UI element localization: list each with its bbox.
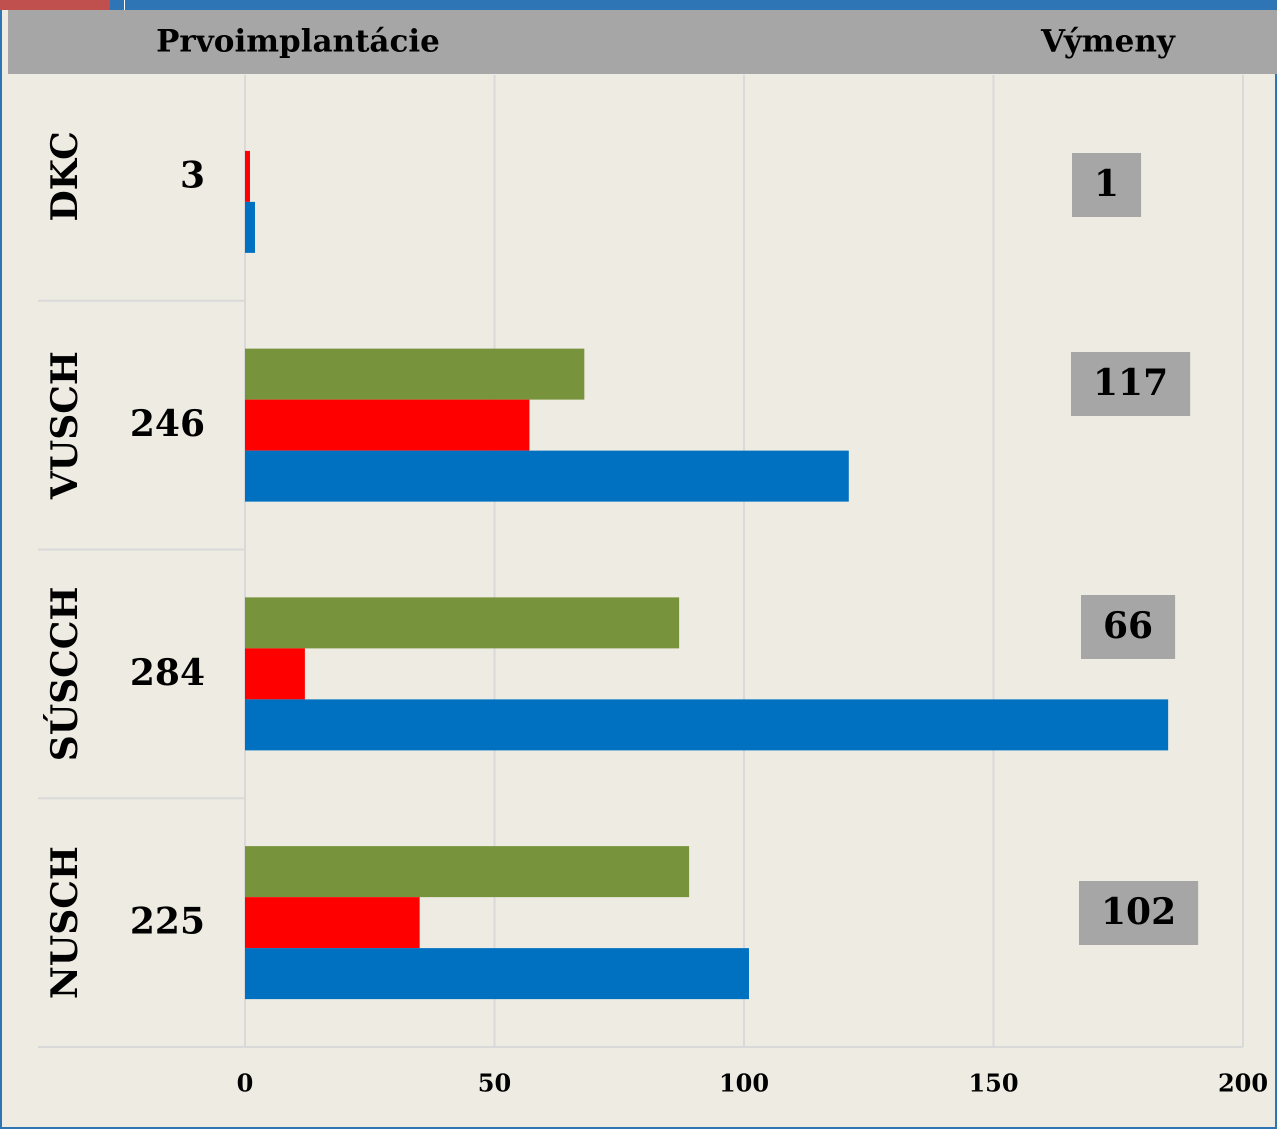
- top-accent: [0, 0, 110, 10]
- bar: [245, 897, 420, 949]
- bar: [245, 450, 849, 502]
- replacement-box: [1081, 595, 1176, 659]
- replacement-label: 102: [1101, 891, 1176, 933]
- x-tick-label: 0: [237, 1069, 254, 1098]
- bar: [245, 699, 1169, 751]
- replacement-box: [1071, 352, 1191, 416]
- x-tick-label: 200: [1218, 1069, 1268, 1098]
- total-label: 284: [130, 652, 205, 694]
- replacement-label: 117: [1093, 362, 1168, 404]
- top-gap: [124, 0, 125, 10]
- x-tick-label: 150: [968, 1069, 1018, 1098]
- bar: [245, 948, 749, 1000]
- replacement-box: [1079, 881, 1199, 945]
- total-label: 3: [180, 154, 205, 196]
- header-right: Výmeny: [1040, 24, 1176, 60]
- bar: [245, 648, 305, 700]
- total-label: 225: [130, 901, 205, 943]
- header-left: Prvoimplantácie: [156, 24, 440, 60]
- bar: [245, 846, 690, 898]
- top-strip: [0, 0, 1277, 10]
- replacement-label: 66: [1103, 605, 1153, 647]
- bar: [245, 150, 250, 202]
- replacement-box: [1072, 153, 1142, 217]
- bar: [245, 399, 530, 451]
- bar: [245, 348, 585, 400]
- x-tick-label: 100: [719, 1069, 769, 1098]
- bar: [245, 597, 680, 649]
- x-tick-label: 50: [478, 1069, 511, 1098]
- replacement-label: 1: [1094, 163, 1119, 205]
- bar: [245, 201, 255, 253]
- header-bar: [8, 10, 1277, 74]
- category-label: VUSCH: [44, 351, 86, 500]
- category-label: NUSCH: [44, 846, 86, 999]
- total-label: 246: [130, 403, 205, 445]
- category-label: SÚSCCH: [44, 587, 86, 762]
- category-label: DKC: [44, 131, 86, 221]
